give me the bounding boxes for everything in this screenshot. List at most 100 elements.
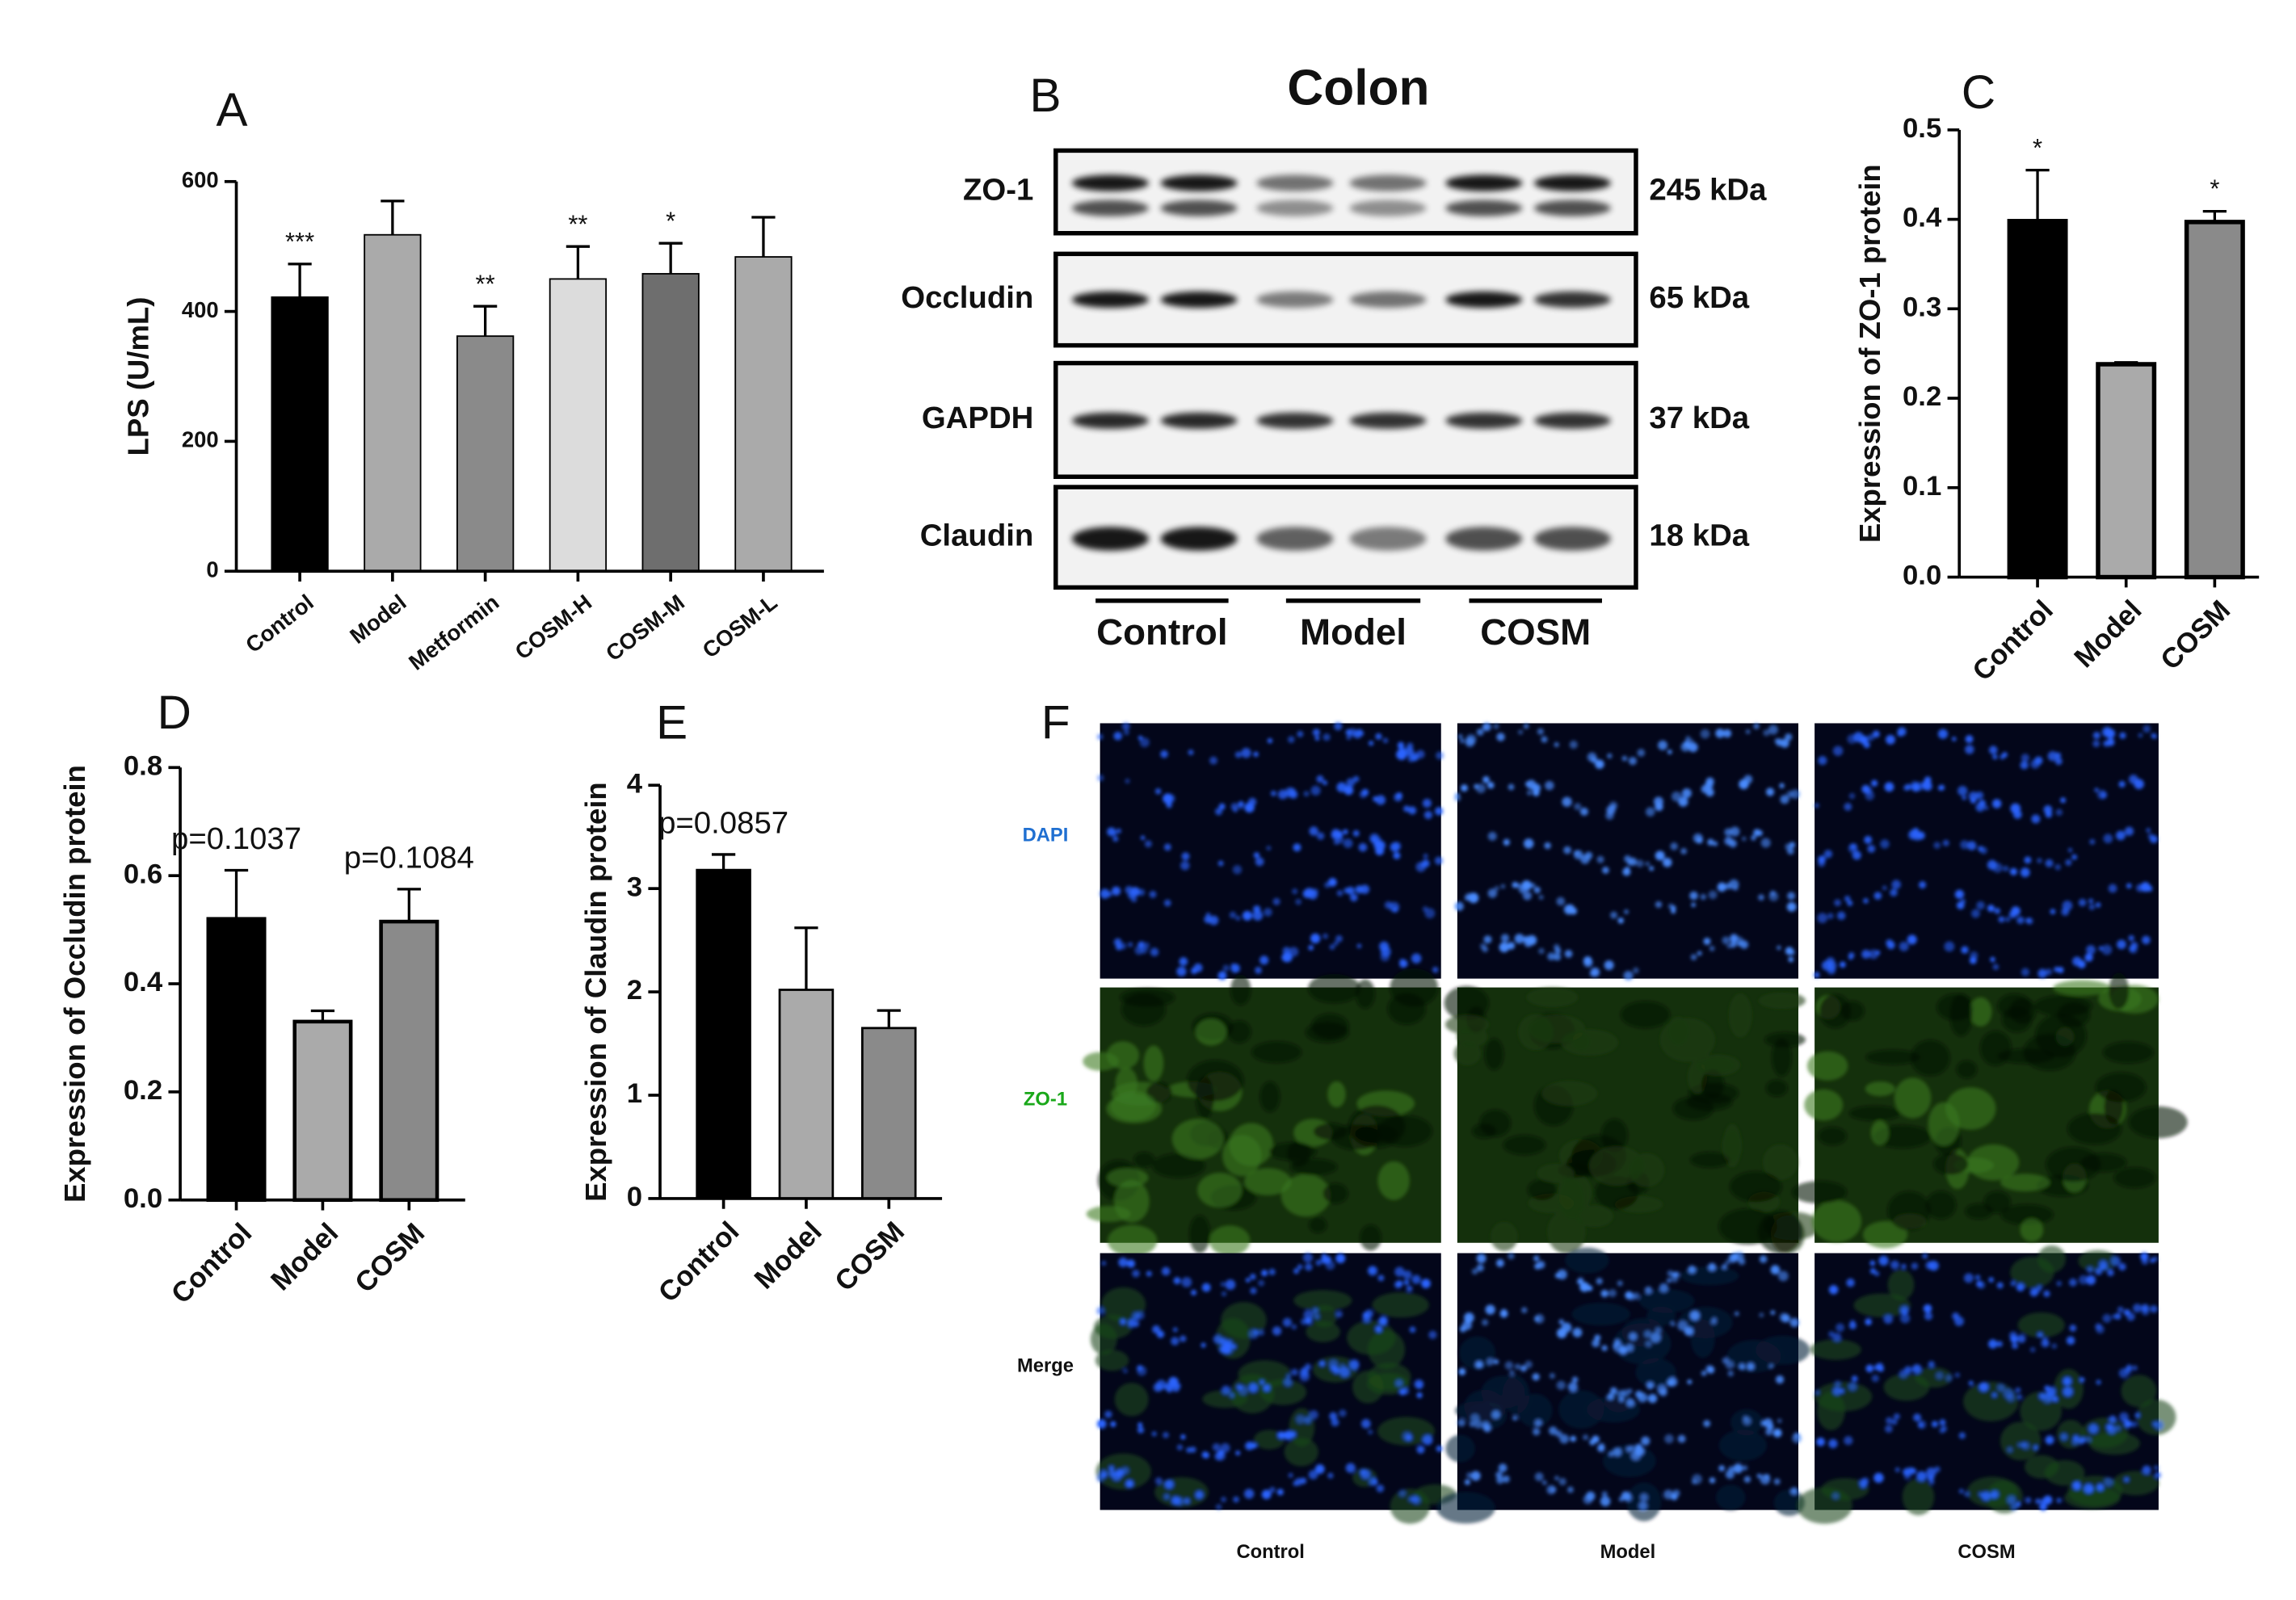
texture bbox=[1816, 1437, 1825, 1447]
texture bbox=[1667, 1016, 1690, 1046]
texture bbox=[1853, 1293, 1911, 1317]
texture bbox=[1215, 1451, 1226, 1461]
texture bbox=[1785, 947, 1793, 955]
texture bbox=[1421, 1279, 1431, 1289]
texture bbox=[1572, 1327, 1583, 1338]
texture bbox=[2101, 944, 2113, 955]
texture bbox=[1209, 1225, 1251, 1256]
texture bbox=[1575, 1205, 1613, 1228]
texture bbox=[1472, 1123, 1497, 1139]
texture bbox=[1727, 1370, 1734, 1377]
texture bbox=[1567, 1486, 1574, 1493]
texture bbox=[1355, 1124, 1398, 1143]
texture bbox=[1229, 911, 1237, 919]
texture bbox=[1390, 968, 1439, 1007]
texture bbox=[1907, 934, 1917, 945]
texture bbox=[1189, 1215, 1211, 1254]
micrograph-texture bbox=[1444, 985, 1821, 1254]
texture bbox=[1253, 852, 1260, 859]
texture bbox=[1319, 1360, 1326, 1367]
texture bbox=[2150, 1258, 2155, 1263]
texture bbox=[2016, 1334, 2026, 1343]
texture bbox=[1195, 1490, 1204, 1499]
y-tick-label: 0.8 bbox=[124, 750, 162, 781]
texture bbox=[1355, 885, 1364, 894]
texture bbox=[2051, 1343, 2058, 1349]
texture bbox=[1336, 782, 1347, 792]
texture bbox=[1970, 909, 1980, 918]
texture bbox=[1098, 1421, 1104, 1426]
texture bbox=[1107, 1224, 1158, 1257]
texture bbox=[1355, 979, 1375, 1009]
texture bbox=[2007, 1447, 2013, 1453]
texture bbox=[1867, 734, 1874, 741]
texture bbox=[1214, 808, 1223, 816]
texture bbox=[1253, 751, 1259, 758]
texture bbox=[2024, 856, 2032, 864]
panel-label: D bbox=[158, 687, 191, 739]
texture bbox=[1849, 1320, 1856, 1325]
texture bbox=[1309, 826, 1318, 836]
texture bbox=[1677, 1434, 1686, 1443]
texture bbox=[1827, 961, 1837, 971]
texture bbox=[1327, 1081, 1346, 1108]
bar bbox=[456, 335, 515, 573]
texture bbox=[1926, 1467, 1936, 1478]
texture bbox=[1110, 1090, 1156, 1121]
texture bbox=[1607, 1392, 1614, 1401]
texture bbox=[2129, 945, 2135, 952]
texture bbox=[1377, 1275, 1385, 1282]
blot-band bbox=[1256, 412, 1334, 429]
texture bbox=[1834, 1380, 1841, 1388]
texture bbox=[1574, 803, 1582, 811]
texture bbox=[1154, 1477, 1163, 1485]
y-tick-label: 0.3 bbox=[1903, 292, 1941, 322]
texture bbox=[1399, 747, 1407, 754]
bar bbox=[379, 919, 439, 1203]
y-axis-label: Expression of Occludin protein bbox=[58, 765, 91, 1203]
texture bbox=[1836, 911, 1846, 920]
texture bbox=[1444, 985, 1489, 1021]
texture bbox=[1373, 796, 1378, 802]
texture bbox=[1847, 900, 1853, 906]
blot-band bbox=[1533, 174, 1611, 191]
texture bbox=[1323, 933, 1328, 939]
texture bbox=[1399, 959, 1405, 964]
texture bbox=[1762, 1144, 1798, 1180]
texture bbox=[1922, 1253, 1928, 1259]
texture bbox=[2109, 972, 2130, 1010]
texture bbox=[1965, 745, 1974, 754]
texture bbox=[1817, 1391, 1845, 1430]
group-label: Model bbox=[1300, 611, 1407, 653]
texture bbox=[1222, 964, 1230, 972]
blot-size-label: 18 kDa bbox=[1649, 518, 1749, 552]
texture bbox=[2007, 1495, 2016, 1505]
texture bbox=[1277, 1431, 1285, 1439]
texture bbox=[1554, 953, 1562, 961]
texture bbox=[2115, 1425, 2121, 1431]
texture bbox=[1983, 805, 1989, 810]
column-label: Control bbox=[1236, 1541, 1304, 1563]
texture bbox=[1259, 1379, 1307, 1405]
texture bbox=[2021, 968, 2030, 976]
texture bbox=[1621, 1001, 1671, 1029]
blot-band bbox=[1160, 412, 1238, 429]
texture bbox=[1289, 790, 1298, 799]
texture bbox=[1900, 1313, 1911, 1324]
bar bbox=[292, 1019, 353, 1203]
texture bbox=[1713, 841, 1718, 846]
texture bbox=[1703, 1420, 1711, 1427]
texture bbox=[2034, 756, 2043, 765]
texture bbox=[1294, 1477, 1303, 1486]
texture bbox=[2010, 803, 2021, 814]
texture bbox=[1571, 1302, 1631, 1326]
texture bbox=[1733, 885, 1739, 892]
texture bbox=[1583, 956, 1592, 965]
texture bbox=[1253, 1430, 1285, 1450]
texture bbox=[1269, 1486, 1276, 1493]
texture bbox=[1862, 1220, 1908, 1249]
texture bbox=[1903, 1473, 1911, 1480]
texture bbox=[1248, 1383, 1259, 1393]
row-label: ZO-1 bbox=[1024, 1089, 1067, 1111]
texture bbox=[1722, 936, 1730, 945]
